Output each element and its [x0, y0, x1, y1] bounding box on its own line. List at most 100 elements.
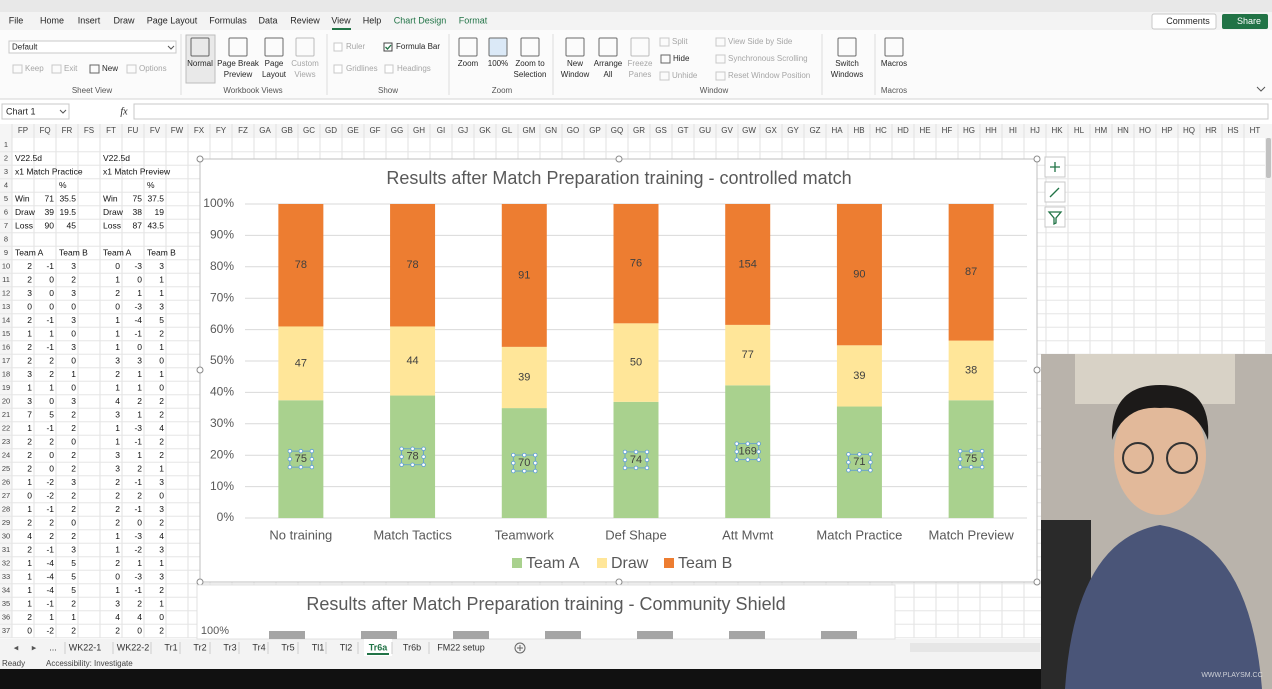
ribbon-small-label[interactable]: Split — [672, 37, 688, 46]
ribbon-button-label[interactable]: Normal — [187, 59, 213, 68]
ribbon-button-label[interactable]: All — [604, 70, 613, 79]
ribbon-button-label[interactable]: Zoom to — [515, 59, 545, 68]
sheet-tab[interactable]: Tr2 — [193, 642, 206, 652]
ribbon-button-label[interactable]: Panes — [629, 70, 652, 79]
sheet-tab[interactable]: Tr4 — [252, 642, 265, 652]
ribbon-tab[interactable]: Page Layout — [147, 15, 198, 25]
add-sheet[interactable] — [514, 642, 526, 654]
ribbon-small-label[interactable]: Exit — [64, 64, 78, 73]
ribbon-button-label[interactable]: Freeze — [628, 59, 653, 68]
ribbon-tab[interactable]: Insert — [78, 15, 101, 25]
cell: 1 — [159, 288, 164, 298]
ribbon-button-label[interactable]: Views — [294, 70, 315, 79]
sheet-tab[interactable]: Tl1 — [312, 642, 325, 652]
ribbon-tab[interactable]: Format — [459, 15, 488, 25]
comments-label[interactable]: Comments — [1166, 16, 1210, 26]
ribbon-small-label[interactable]: Unhide — [672, 71, 698, 80]
dropdown-arrow — [167, 45, 175, 50]
sheet-tab[interactable]: Tr6b — [403, 642, 421, 652]
chart-title: Results after Match Preparation training… — [386, 168, 851, 188]
cell: 2 — [159, 585, 164, 595]
sheet-tab[interactable]: ... — [49, 642, 57, 652]
ribbon-tab[interactable]: Help — [363, 15, 382, 25]
comments-button[interactable] — [1151, 13, 1217, 30]
ribbon-button-label[interactable]: Windows — [831, 70, 863, 79]
scroll-thumb[interactable] — [1266, 138, 1271, 178]
sheet-tab[interactable]: Tr6a — [369, 642, 389, 652]
status-accessibility[interactable]: Accessibility: Investigate — [46, 659, 133, 668]
checkbox-label[interactable]: Formula Bar — [396, 42, 440, 51]
checkbox-label[interactable]: Gridlines — [346, 64, 378, 73]
ribbon-small-label[interactable]: Keep — [25, 64, 44, 73]
ribbon-tab[interactable]: Draw — [113, 15, 135, 25]
ribbon-small-label[interactable]: View Side by Side — [728, 37, 793, 46]
ribbon-button-label[interactable]: Macros — [881, 59, 907, 68]
share-button[interactable] — [1222, 14, 1268, 29]
share-label[interactable]: Share — [1237, 16, 1261, 26]
data-label: 44 — [406, 355, 418, 367]
tab-nav[interactable]: ▸ — [32, 642, 37, 652]
data-label: 38 — [965, 364, 977, 376]
label-handle — [734, 457, 739, 462]
cell: 3 — [71, 396, 76, 406]
column-header: HH — [985, 126, 997, 135]
checkbox-label[interactable]: Ruler — [346, 42, 365, 51]
ribbon-button-label[interactable]: 100% — [488, 59, 508, 68]
checkbox[interactable] — [333, 42, 343, 52]
ribbon-button-label[interactable]: Zoom — [458, 59, 479, 68]
cell: 1 — [159, 369, 164, 379]
ribbon-button-label[interactable]: Page Break — [217, 59, 260, 68]
second-chart-bar-top — [269, 631, 305, 639]
ribbon-tab[interactable]: Data — [258, 15, 277, 25]
ribbon-tab[interactable]: Home — [40, 15, 64, 25]
bar-segment — [725, 324, 771, 386]
dropdown-value[interactable]: Default — [12, 43, 38, 52]
ribbon-small-label[interactable]: Reset Window Position — [728, 71, 810, 80]
cell: 3 — [159, 504, 164, 514]
ribbon-button-label[interactable]: Layout — [262, 70, 287, 79]
ribbon-tab[interactable]: Chart Design — [394, 15, 447, 25]
ribbon-button-label[interactable]: Window — [561, 70, 590, 79]
name-box[interactable] — [1, 103, 70, 120]
ribbon-button-label[interactable]: Selection — [514, 70, 547, 79]
ribbon-small-label[interactable]: New — [102, 64, 118, 73]
data-label: 50 — [630, 356, 642, 368]
cell: 5 — [71, 558, 76, 568]
ribbon-button-label[interactable]: Switch — [835, 59, 859, 68]
label-handle — [421, 462, 426, 467]
selection-handle — [196, 578, 204, 586]
sheet-tab[interactable]: FM22 setup — [437, 642, 485, 652]
formula-input[interactable] — [133, 103, 1269, 120]
checkbox-label[interactable]: Headings — [397, 64, 431, 73]
row-header: 30 — [2, 531, 10, 540]
ribbon-tab[interactable]: Review — [290, 15, 320, 25]
ribbon-small-label[interactable]: Synchronous Scrolling — [728, 54, 808, 63]
ribbon-tab[interactable]: File — [9, 15, 24, 25]
ribbon-small-label[interactable]: Options — [139, 64, 167, 73]
label-handle — [644, 457, 650, 463]
sheet-tab[interactable]: WK22-2 — [117, 642, 150, 652]
y-tick-label: 10% — [210, 479, 234, 493]
sheet-tab[interactable]: WK22-1 — [69, 642, 102, 652]
column-header: FY — [216, 126, 227, 135]
y-tick-label: 40% — [210, 385, 234, 399]
view-dropdown[interactable] — [8, 40, 177, 54]
ribbon-button-label[interactable]: Arrange — [594, 59, 623, 68]
checkbox[interactable] — [383, 42, 393, 52]
checkbox[interactable] — [333, 64, 343, 74]
checkbox[interactable] — [384, 64, 394, 74]
ribbon-button-label[interactable]: Preview — [224, 70, 253, 79]
label-handle — [533, 460, 538, 466]
tab-nav[interactable]: ◂ — [14, 642, 19, 652]
ribbon-small-label[interactable]: Hide — [673, 54, 690, 63]
ribbon-button-label[interactable]: New — [567, 59, 583, 68]
collapse-ribbon[interactable] — [1256, 86, 1266, 92]
ribbon-tab[interactable]: Formulas — [209, 15, 247, 25]
ribbon-button-label[interactable]: Custom — [291, 59, 319, 68]
sheet-tab[interactable]: Tl2 — [340, 642, 353, 652]
sheet-tab[interactable]: Tr1 — [164, 642, 177, 652]
sheet-tab[interactable]: Tr3 — [223, 642, 236, 652]
ribbon-tab[interactable]: View — [331, 15, 351, 25]
sheet-tab[interactable]: Tr5 — [281, 642, 294, 652]
ribbon-button-label[interactable]: Page — [265, 59, 284, 68]
